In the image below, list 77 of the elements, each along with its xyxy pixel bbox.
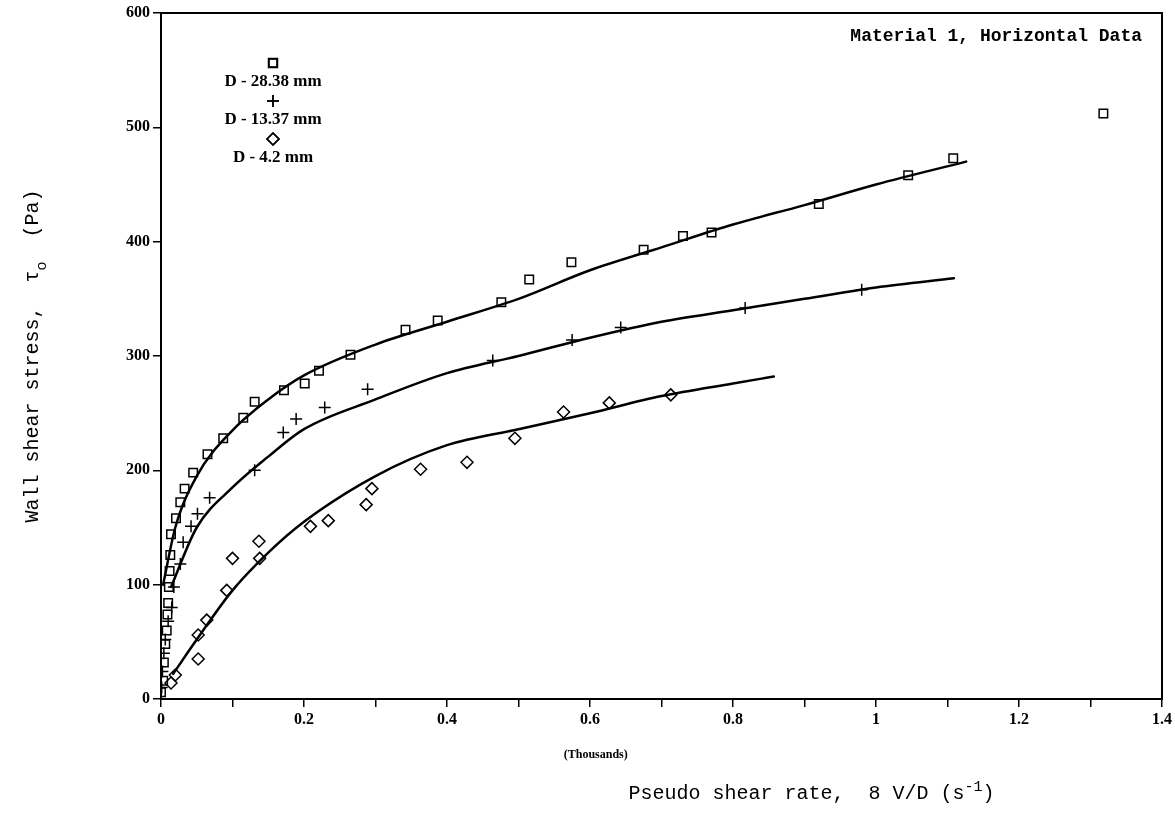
point (249, 396, 260, 407)
point (252, 534, 266, 548)
point (813, 198, 824, 209)
point (602, 396, 617, 410)
point (314, 365, 325, 376)
point (202, 491, 217, 505)
point (556, 405, 571, 419)
x-tick-label: 1 (872, 709, 880, 727)
legend-label: D - 4.2 mm (232, 147, 314, 167)
point (706, 227, 717, 238)
point (360, 382, 375, 396)
annotation: Material 1, Horizontal Data (850, 25, 1143, 46)
point (359, 497, 373, 512)
point (191, 628, 205, 642)
point (413, 462, 428, 476)
point (166, 529, 176, 540)
point (162, 609, 173, 620)
point (365, 481, 379, 496)
text: Wall shear stress, τo (Pa) (21, 189, 51, 523)
point (278, 385, 289, 396)
point (164, 565, 175, 576)
point (171, 513, 182, 524)
x-tick-label: 0 (157, 709, 165, 727)
point (432, 315, 443, 326)
point (400, 324, 411, 335)
legend-label: D - 28.38 mm (224, 71, 322, 91)
point (303, 519, 318, 534)
point (460, 455, 474, 470)
point (524, 274, 535, 285)
point (163, 597, 174, 608)
point (664, 388, 678, 402)
text: (Thousands) (563, 747, 628, 762)
y-tick-label: 200 (126, 460, 150, 478)
x-tick-label: 0.6 (580, 709, 600, 727)
point (161, 625, 172, 636)
point (252, 551, 267, 566)
y-tick-label: 500 (126, 117, 150, 135)
x-tick-label: 0.2 (294, 709, 314, 727)
point (164, 676, 178, 690)
x-tick-label: 1.4 (1152, 709, 1172, 727)
point (614, 320, 628, 335)
point (220, 583, 234, 598)
y-tick-label: 0 (142, 689, 150, 707)
point (508, 431, 522, 446)
y-tick-label: 100 (126, 574, 150, 592)
point (168, 668, 183, 682)
point (345, 349, 356, 360)
y-tick-label: 300 (126, 346, 150, 364)
y-tick-label: 400 (126, 231, 150, 249)
point (175, 497, 186, 508)
point (496, 297, 507, 308)
point (200, 613, 214, 627)
point (1098, 108, 1109, 119)
point (165, 549, 176, 560)
point (948, 153, 959, 164)
point (677, 230, 688, 241)
x-tick-label: 1.2 (1009, 709, 1029, 727)
point (317, 400, 332, 415)
point (202, 449, 213, 460)
point (188, 467, 199, 478)
point (163, 581, 174, 592)
point (218, 433, 229, 444)
y-tick-label: 600 (126, 3, 150, 21)
legend-label: D - 13.37 mm (224, 109, 322, 129)
x-tick-label: 0.8 (723, 709, 743, 727)
point (238, 412, 249, 423)
point (179, 483, 190, 494)
point (903, 170, 914, 181)
point (276, 425, 291, 440)
point (638, 244, 649, 255)
x-tick-label: 0.4 (437, 709, 457, 727)
point (225, 551, 240, 566)
point (191, 652, 205, 666)
point (321, 513, 336, 528)
point (190, 507, 205, 521)
point (566, 257, 577, 268)
point (299, 378, 310, 389)
